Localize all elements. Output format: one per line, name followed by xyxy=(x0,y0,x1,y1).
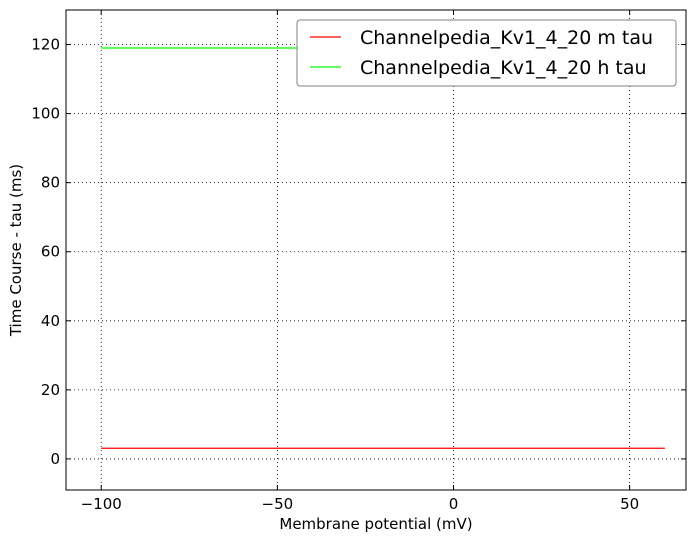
x-tick-label: −100 xyxy=(81,495,122,513)
x-tick-label: −50 xyxy=(262,495,294,513)
plot-frame xyxy=(65,9,687,491)
x-tick-label: 50 xyxy=(620,495,639,513)
y-tick-label: 80 xyxy=(41,174,60,192)
legend-box xyxy=(296,19,677,87)
x-tick-label: 0 xyxy=(449,495,459,513)
y-tick-label: 40 xyxy=(41,312,60,330)
x-axis-label: Membrane potential (mV) xyxy=(279,515,472,533)
legend: Channelpedia_Kv1_4_20 m tau Channelpedia_… xyxy=(296,19,677,87)
y-tick-label: 0 xyxy=(50,450,60,468)
y-tick-label: 120 xyxy=(31,36,60,54)
y-axis-label: Time Course - tau (ms) xyxy=(7,164,25,337)
ticks: −100 −50 0 50 0 20 40 60 80 100 120 xyxy=(31,10,686,513)
y-tick-label: 20 xyxy=(41,381,60,399)
y-tick-label: 100 xyxy=(31,105,60,123)
y-tick-label: 60 xyxy=(41,243,60,261)
legend-label: Channelpedia_Kv1_4_20 h tau xyxy=(360,57,647,79)
legend-label: Channelpedia_Kv1_4_20 m tau xyxy=(360,27,653,49)
